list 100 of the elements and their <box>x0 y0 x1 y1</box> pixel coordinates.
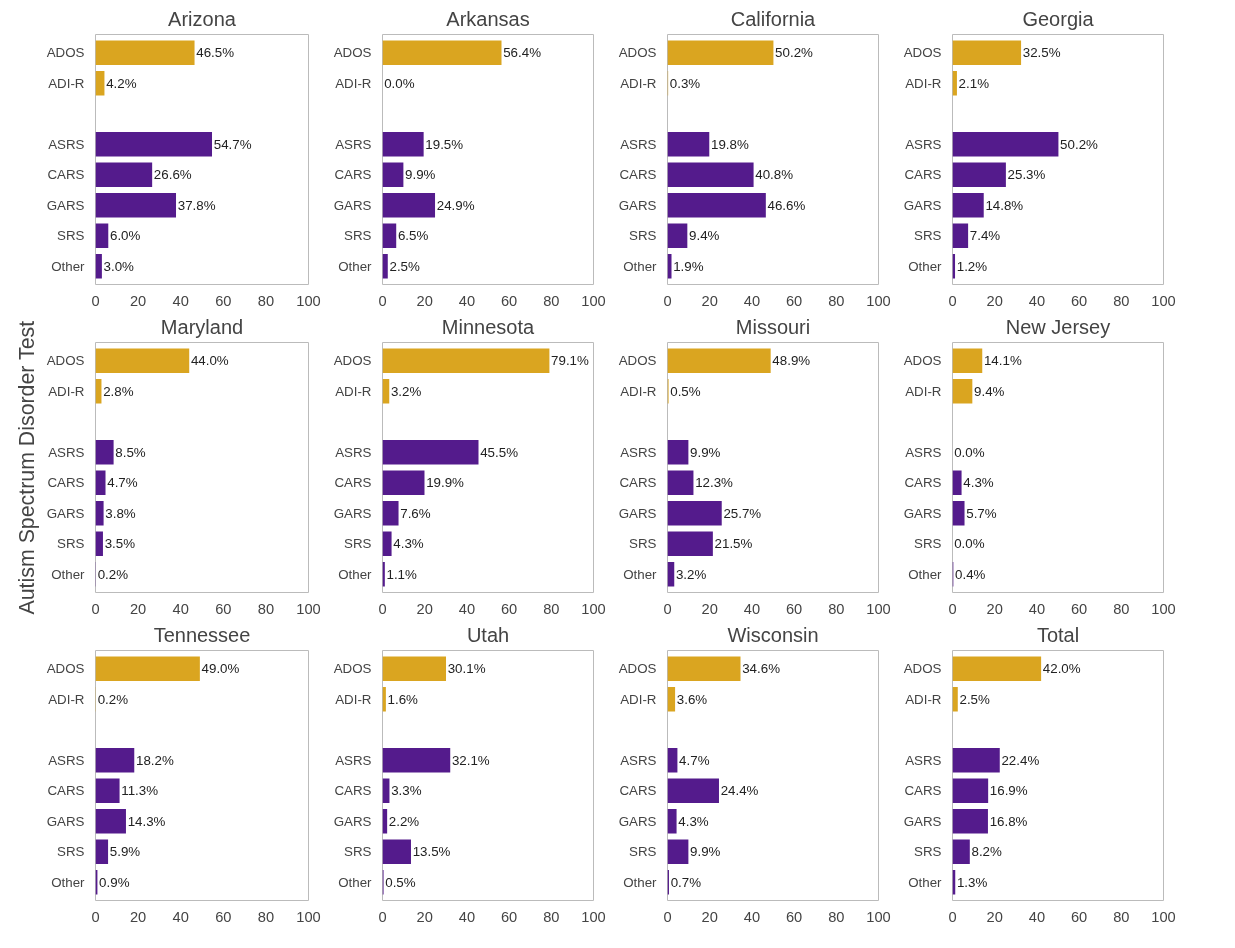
y-tick-label: SRS <box>914 228 942 244</box>
x-tick-label: 0 <box>663 292 672 309</box>
x-tick-label: 20 <box>701 600 718 617</box>
y-tick-label: CARS <box>47 783 85 799</box>
x-tick-label: 0 <box>663 908 672 925</box>
y-tick-label: ASRS <box>905 444 942 460</box>
data-label: 7.4% <box>969 228 1001 244</box>
data-label: 2.1% <box>958 75 990 91</box>
data-label: 9.4% <box>689 228 720 244</box>
y-tick-label: Other <box>51 566 86 582</box>
y-tick-label: GARS <box>46 813 85 829</box>
y-tick-label: ADI-R <box>335 75 372 91</box>
chart-title: Total <box>1036 623 1080 646</box>
data-label: 4.3% <box>393 536 424 552</box>
data-label: 56.4% <box>503 45 542 61</box>
y-tick-label: Other <box>908 258 943 274</box>
y-tick-label: SRS <box>914 844 942 860</box>
x-tick-label: 100 <box>581 292 606 309</box>
data-label: 19.9% <box>426 475 465 491</box>
data-label: 13.5% <box>412 844 451 860</box>
x-tick-label: 80 <box>543 600 560 617</box>
y-tick-label: SRS <box>344 536 372 552</box>
x-tick-label: 100 <box>1151 292 1176 309</box>
y-tick-label: ADOS <box>903 45 942 61</box>
chart-title: Maryland <box>160 315 244 338</box>
x-tick-label: 40 <box>1028 908 1046 925</box>
y-tick-label: CARS <box>904 475 942 491</box>
y-tick-label: GARS <box>618 813 657 829</box>
chart-title: Tennessee <box>153 623 251 646</box>
y-tick-label: ADI-R <box>48 691 85 707</box>
data-label: 18.2% <box>135 752 174 768</box>
data-label: 9.9% <box>690 444 721 460</box>
y-tick-label: ADOS <box>618 45 657 61</box>
data-label: 3.0% <box>103 258 135 274</box>
x-tick-label: 100 <box>581 908 606 925</box>
x-tick-label: 40 <box>1028 600 1046 617</box>
y-tick-label: ADOS <box>903 661 942 677</box>
x-tick-label: 20 <box>416 292 433 309</box>
x-tick-label: 60 <box>500 908 518 925</box>
y-tick-label: CARS <box>904 783 942 799</box>
y-tick-label: ADOS <box>333 45 372 61</box>
y-tick-label: ASRS <box>335 752 372 768</box>
data-label: 3.3% <box>391 783 422 799</box>
x-tick-label: 40 <box>458 292 476 309</box>
data-label: 79.1% <box>551 353 590 369</box>
data-label: 2.5% <box>389 258 420 274</box>
x-tick-label: 60 <box>215 600 232 617</box>
x-tick-label: 20 <box>701 908 718 925</box>
data-label: 2.2% <box>388 813 420 829</box>
y-tick-label: ADOS <box>46 45 85 61</box>
y-tick-label: ADI-R <box>905 383 942 399</box>
x-tick-label: 60 <box>1070 600 1088 617</box>
y-tick-label: ASRS <box>905 752 942 768</box>
chart-title: Georgia <box>1022 7 1095 30</box>
y-tick-label: CARS <box>334 475 372 491</box>
y-tick-label: Other <box>51 874 86 890</box>
data-label: 14.8% <box>985 197 1024 213</box>
chart-title: Minnesota <box>441 315 536 338</box>
x-tick-label: 80 <box>257 908 275 925</box>
y-tick-label: CARS <box>619 475 657 491</box>
data-label: 32.5% <box>1022 45 1061 61</box>
data-label: 0.0% <box>954 536 985 552</box>
y-tick-label: GARS <box>333 197 372 213</box>
y-tick-label: ADI-R <box>48 383 85 399</box>
data-label: 3.8% <box>105 505 136 521</box>
data-label: 0.2% <box>97 691 129 707</box>
data-label: 4.3% <box>678 813 709 829</box>
data-label: 3.6% <box>676 691 708 707</box>
x-tick-label: 0 <box>91 292 100 309</box>
x-tick-label: 60 <box>500 600 518 617</box>
data-label: 0.3% <box>669 75 701 91</box>
chart-title: Utah <box>466 623 510 646</box>
y-tick-label: ASRS <box>48 136 85 152</box>
y-tick-label: CARS <box>904 167 942 183</box>
y-tick-label: CARS <box>334 783 372 799</box>
x-tick-label: 100 <box>1151 600 1176 617</box>
y-tick-label: Other <box>623 258 658 274</box>
y-tick-label: ADOS <box>333 353 372 369</box>
data-label: 0.5% <box>385 874 416 890</box>
x-tick-label: 0 <box>948 292 957 309</box>
y-tick-label: SRS <box>57 228 85 244</box>
x-tick-label: 20 <box>416 908 433 925</box>
y-tick-label: CARS <box>334 167 372 183</box>
x-tick-label: 20 <box>129 600 147 617</box>
data-label: 37.8% <box>177 197 216 213</box>
chart-title: Missouri <box>735 315 811 338</box>
y-tick-label: SRS <box>57 844 85 860</box>
data-label: 16.9% <box>989 783 1028 799</box>
data-label: 4.7% <box>107 475 138 491</box>
data-label: 45.5% <box>480 444 519 460</box>
data-label: 11.3% <box>121 783 159 799</box>
x-tick-label: 40 <box>1028 292 1046 309</box>
y-tick-label: Other <box>51 258 86 274</box>
y-tick-label: GARS <box>333 813 372 829</box>
x-tick-label: 100 <box>866 908 891 925</box>
x-tick-label: 40 <box>172 600 189 617</box>
y-tick-label: Other <box>908 874 943 890</box>
data-label: 9.4% <box>974 383 1005 399</box>
y-tick-label: GARS <box>618 197 657 213</box>
y-tick-label: GARS <box>903 505 942 521</box>
